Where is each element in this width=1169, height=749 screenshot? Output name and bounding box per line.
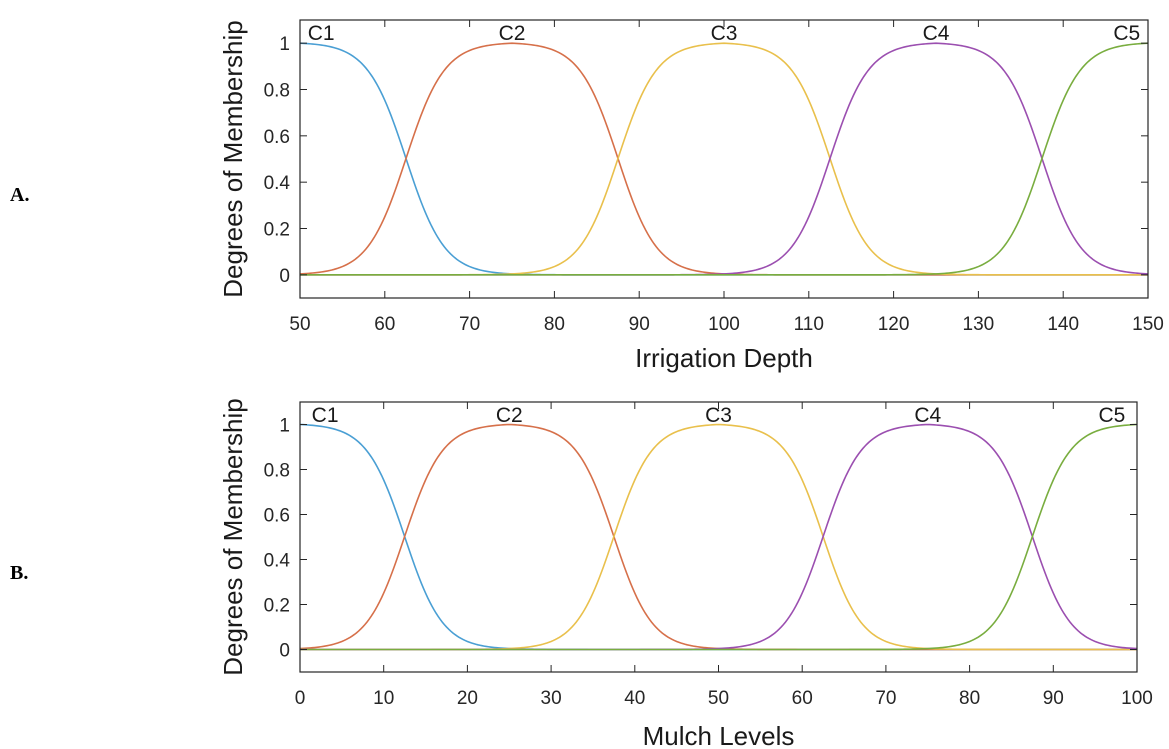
x-tick-label: 60 (792, 688, 813, 709)
y-tick-label: 0.8 (264, 81, 290, 102)
x-tick-label: 140 (1047, 314, 1079, 335)
x-tick-label: 70 (875, 688, 896, 709)
y-tick-label: 0.4 (264, 551, 291, 572)
panel-label-b: B. (10, 562, 29, 584)
series-line-c3 (300, 423, 1137, 651)
y-tick-label: 1 (279, 34, 290, 55)
panel-label-a: A. (10, 184, 30, 206)
x-tick-label: 110 (794, 314, 824, 335)
x-tick-label: 70 (459, 314, 480, 335)
series-line-c5 (300, 423, 1138, 651)
x-tick-label: 130 (963, 314, 995, 335)
x-tick-label: 40 (624, 688, 645, 709)
x-tick-label: 90 (629, 314, 650, 335)
y-tick-label: 0 (279, 641, 290, 662)
x-tick-label: 60 (374, 314, 395, 335)
series-label-c4: C4 (914, 404, 941, 427)
series-line-c4 (300, 423, 1138, 651)
axes-frame (299, 19, 1149, 299)
series-line-c2 (299, 423, 1137, 651)
series-line-c3 (300, 42, 1148, 276)
series-line-c1 (299, 42, 1148, 276)
x-tick-label: 100 (1121, 688, 1153, 709)
x-tick-label: 150 (1132, 314, 1164, 335)
x-axis-title: Mulch Levels (643, 721, 795, 749)
series-line-c1 (299, 423, 1137, 651)
x-tick-label: 20 (457, 688, 478, 709)
series-label-c1: C1 (308, 22, 335, 45)
series-label-c3: C3 (705, 404, 732, 427)
series-label-c3: C3 (711, 22, 738, 45)
x-tick-label: 80 (544, 314, 565, 335)
x-tick-label: 0 (295, 688, 306, 709)
y-tick-label: 0.6 (264, 506, 290, 527)
y-tick-label: 0.8 (264, 461, 290, 482)
x-axis-title: Irrigation Depth (635, 343, 813, 373)
y-tick-label: 1 (279, 416, 290, 437)
x-tick-label: 30 (541, 688, 562, 709)
y-tick-label: 0.2 (264, 220, 290, 241)
series-line-c5 (300, 42, 1149, 276)
x-tick-label: 100 (708, 314, 740, 335)
series-label-c2: C2 (499, 22, 526, 45)
series-label-c5: C5 (1098, 404, 1125, 427)
y-axis-title: Degrees of Membership (218, 398, 248, 675)
series-label-c2: C2 (496, 404, 523, 427)
series-label-c5: C5 (1113, 22, 1140, 45)
y-axis-title: Degrees of Membership (218, 20, 248, 297)
series-line-c2 (299, 42, 1148, 276)
x-tick-label: 80 (959, 688, 980, 709)
x-tick-label: 50 (708, 688, 729, 709)
x-tick-label: 50 (289, 314, 310, 335)
chart-irrigation-depth: C1 C2 C3 C4 C5 50 60 70 80 90 100 110 120 130 140 150 0 0… (218, 19, 1164, 373)
y-tick-label: 0.4 (264, 173, 291, 194)
chart-mulch-levels: C1 C2 C3 C4 C5 0 10 20 30 40 50 60 70 80 90 100 0 0.2 0.4 0… (218, 398, 1153, 749)
y-tick-label: 0 (279, 266, 290, 287)
y-tick-label: 0.2 (264, 596, 290, 617)
x-tick-label: 90 (1043, 688, 1064, 709)
series-label-c4: C4 (923, 22, 950, 45)
series-line-c4 (300, 42, 1149, 276)
x-tick-label: 10 (373, 688, 394, 709)
x-tick-label: 120 (878, 314, 910, 335)
y-tick-label: 0.6 (264, 127, 290, 148)
axes-frame (299, 401, 1138, 673)
series-label-c1: C1 (312, 404, 339, 427)
